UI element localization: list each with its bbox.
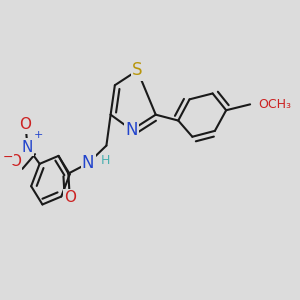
Text: N: N	[82, 154, 94, 172]
Text: O: O	[64, 190, 76, 205]
Text: +: +	[34, 130, 43, 140]
Text: H: H	[101, 154, 110, 167]
Text: N: N	[125, 121, 138, 139]
Text: O: O	[9, 154, 21, 169]
Text: O: O	[20, 118, 32, 133]
Text: N: N	[22, 140, 33, 154]
Text: −: −	[2, 151, 13, 164]
Text: S: S	[132, 61, 142, 80]
Text: OCH₃: OCH₃	[259, 98, 292, 111]
